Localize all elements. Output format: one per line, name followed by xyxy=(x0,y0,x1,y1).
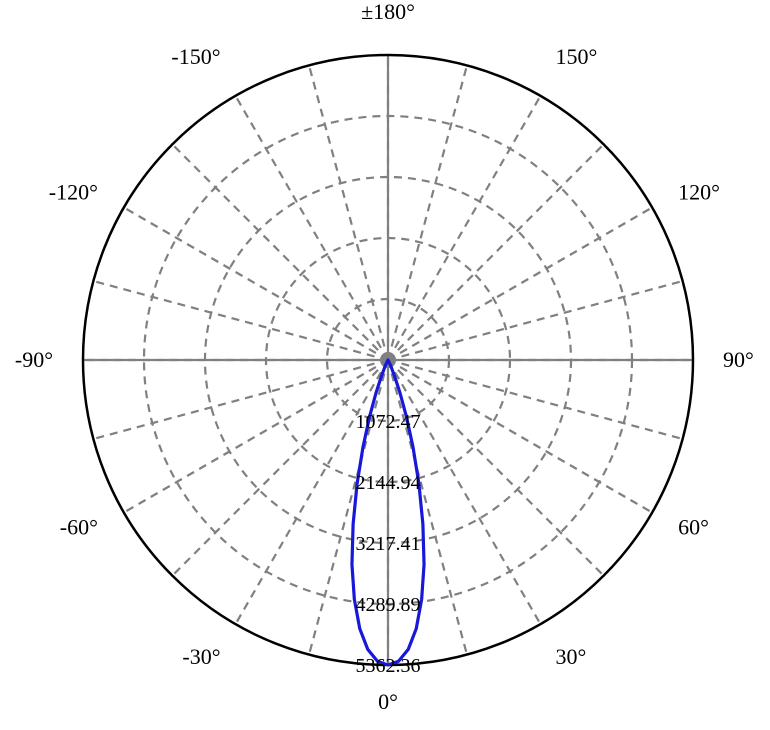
angle-label: 120° xyxy=(678,180,720,205)
polar-chart: 1072.47 2144.94 3217.41 4289.89 5362.36 ±180°… xyxy=(0,0,770,730)
radial-label: 1072.47 xyxy=(356,411,421,433)
angle-label: -150° xyxy=(171,44,220,69)
radial-label: 4289.89 xyxy=(356,594,421,616)
angle-label: -30° xyxy=(182,644,220,669)
radial-label: 2144.94 xyxy=(356,472,421,494)
angle-label: 0° xyxy=(378,689,398,714)
angle-label: -120° xyxy=(49,180,98,205)
angle-label: -60° xyxy=(60,515,98,540)
angle-label: 30° xyxy=(556,644,587,669)
angle-label: 60° xyxy=(678,515,709,540)
angle-label: ±180° xyxy=(361,0,415,24)
angle-label: 90° xyxy=(723,347,754,372)
angle-label: 150° xyxy=(556,44,598,69)
radial-label: 3217.41 xyxy=(356,533,421,555)
angle-label: -90° xyxy=(15,347,53,372)
radial-label: 5362.36 xyxy=(356,655,421,677)
